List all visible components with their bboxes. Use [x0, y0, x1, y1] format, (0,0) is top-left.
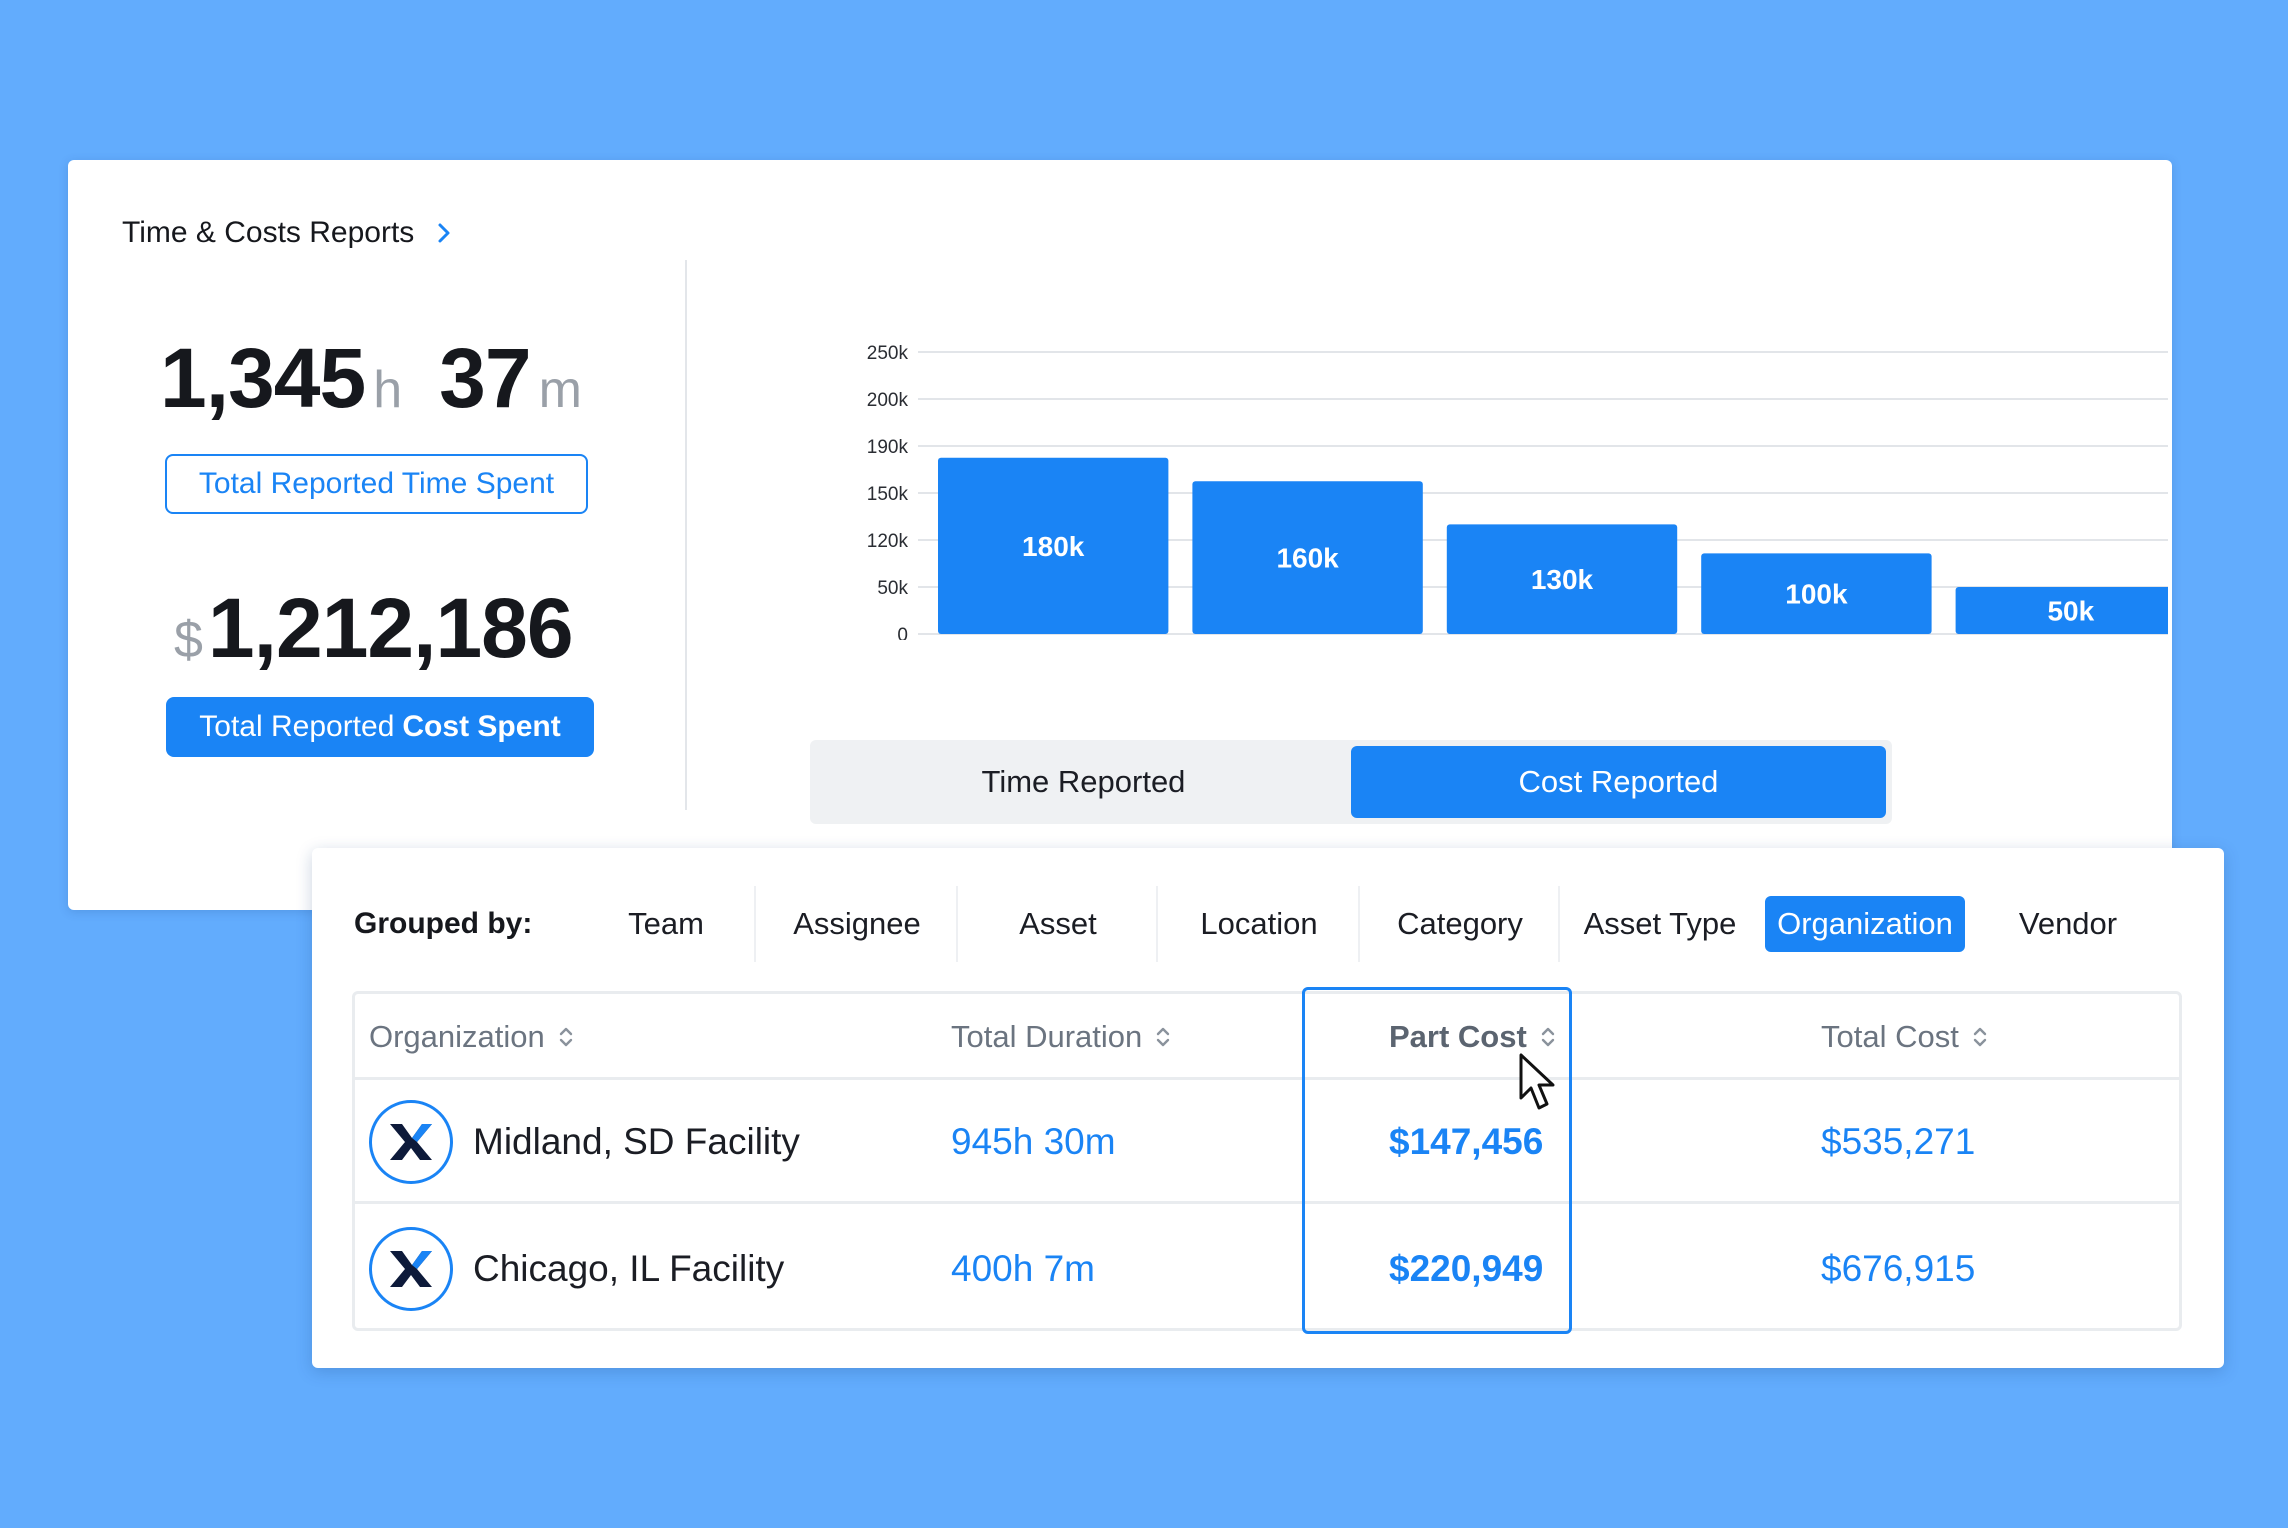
y-tick-label: 0: [897, 625, 908, 640]
total-time-value: 1,345 h 37 m: [160, 330, 620, 427]
group-tab-label: Organization: [1765, 896, 1965, 952]
group-by-bar: Grouped by: Team Assignee Asset Location…: [354, 886, 2204, 962]
chevron-right-icon: [438, 223, 450, 243]
time-hours-unit: h: [373, 361, 402, 419]
organization-logo-icon: [369, 1100, 453, 1184]
total-duration-cell: 945h 30m: [951, 1121, 1116, 1162]
bar-data-label: 50k: [2047, 596, 2094, 627]
header-label: Total Cost: [1821, 1019, 1959, 1054]
header-part-cost[interactable]: Part Cost: [1389, 994, 1555, 1080]
group-tab-category[interactable]: Category: [1360, 886, 1560, 962]
header-total-duration[interactable]: Total Duration: [951, 994, 1170, 1080]
part-cost-cell: $147,456: [1389, 1121, 1544, 1162]
y-tick-label: 150k: [867, 484, 909, 505]
organization-name: Chicago, IL Facility: [473, 1248, 785, 1289]
total-time-badge: Total Reported Time Spent: [165, 454, 588, 514]
group-tab-label: Category: [1397, 906, 1523, 941]
group-tab-label: Vendor: [2018, 906, 2118, 941]
header-organization[interactable]: Organization: [369, 994, 573, 1080]
time-minutes-unit: m: [538, 361, 582, 419]
bar: [938, 457, 1169, 634]
time-hours: 1,345: [160, 331, 366, 425]
y-tick-label: 190k: [867, 437, 909, 458]
time-reported-toggle[interactable]: Time Reported: [981, 764, 1186, 799]
report-toggle: Time Reported Cost Reported: [810, 740, 1892, 824]
org-cell: Chicago, IL Facility: [369, 1207, 784, 1331]
cost-label-bold: Cost Spent: [402, 710, 561, 743]
time-minutes: 37: [439, 331, 531, 425]
mouse-cursor-icon: [1519, 1053, 1555, 1110]
currency-symbol: $: [174, 611, 203, 669]
part-cost-cell: $220,949: [1389, 1248, 1544, 1289]
bar: [1701, 553, 1932, 634]
org-cell: Midland, SD Facility: [369, 1080, 800, 1204]
bar-data-label: 130k: [1531, 564, 1594, 595]
group-tab-label: Location: [1200, 906, 1318, 941]
group-tab-label: Asset: [1019, 906, 1097, 941]
x-logo-icon: [390, 1124, 432, 1160]
organization-logo-icon: [369, 1227, 453, 1311]
y-tick-label: 200k: [867, 390, 909, 411]
x-logo-icon: [390, 1251, 432, 1287]
vertical-divider: [685, 260, 687, 810]
group-tab-label: Team: [628, 906, 704, 941]
bar: [1446, 524, 1678, 634]
group-tab-team[interactable]: Team: [576, 886, 756, 962]
table-row[interactable]: Midland, SD Facility 945h 30m $147,456 $…: [355, 1080, 2179, 1204]
cost-label-prefix: Total Reported: [199, 710, 395, 743]
bar-data-label: 160k: [1276, 543, 1339, 574]
table-row[interactable]: Chicago, IL Facility 400h 7m $220,949 $6…: [355, 1207, 2179, 1331]
bar-data-label: 180k: [1022, 531, 1085, 562]
bar: [1192, 481, 1423, 634]
total-cost-cell: $676,915: [1821, 1248, 1976, 1289]
group-tab-organization[interactable]: Organization: [1760, 894, 1970, 954]
sort-icon: [559, 1027, 572, 1047]
total-duration-cell: 400h 7m: [951, 1248, 1095, 1289]
group-tab-assignee[interactable]: Assignee: [756, 886, 958, 962]
report-title: Time & Costs Reports: [122, 216, 415, 249]
time-costs-report-card: Time & Costs Reports 1,345 h 37 m Total Rep…: [68, 160, 2172, 910]
organization-name: Midland, SD Facility: [473, 1121, 800, 1162]
sort-icon: [1157, 1027, 1170, 1047]
organization-table: Organization Total Duration Part Cost To…: [352, 991, 2182, 1331]
bar: [1955, 587, 2168, 634]
total-cost-cell: $535,271: [1821, 1121, 1976, 1162]
y-tick-label: 120k: [867, 531, 909, 552]
group-tab-location[interactable]: Location: [1158, 886, 1360, 962]
group-tab-vendor[interactable]: Vendor: [1970, 894, 2166, 954]
group-tab-asset-type[interactable]: Asset Type: [1560, 894, 1760, 954]
sort-icon: [1973, 1027, 1987, 1047]
grouped-by-label: Grouped by:: [354, 907, 533, 940]
total-cost-value: $1,212,186: [174, 580, 574, 677]
bar-data-label: 100k: [1785, 579, 1848, 610]
cost-reported-toggle[interactable]: Cost Reported: [1351, 746, 1886, 818]
grouped-table-card: Grouped by: Team Assignee Asset Location…: [312, 848, 2224, 1368]
cost-amount: 1,212,186: [207, 581, 574, 675]
header-total-cost[interactable]: Total Cost: [1821, 994, 1987, 1080]
sort-icon: [1541, 1027, 1555, 1047]
cost-bar-chart: 050k120k150k190k200k250k180k1/29160k2/51…: [867, 343, 2168, 640]
group-tab-asset[interactable]: Asset: [958, 886, 1158, 962]
table-header: Organization Total Duration Part Cost To…: [355, 994, 2179, 1080]
total-cost-badge: Total Reported Cost Spent: [166, 697, 594, 757]
header-label: Total Duration: [951, 1019, 1143, 1054]
report-title-link[interactable]: Time & Costs Reports: [122, 216, 456, 250]
header-label: Organization: [369, 1019, 545, 1054]
y-tick-label: 50k: [877, 578, 908, 599]
header-label: Part Cost: [1389, 1019, 1527, 1054]
group-tab-label: Asset Type: [1583, 906, 1737, 941]
y-tick-label: 250k: [867, 343, 909, 364]
group-tab-label: Assignee: [793, 906, 921, 941]
